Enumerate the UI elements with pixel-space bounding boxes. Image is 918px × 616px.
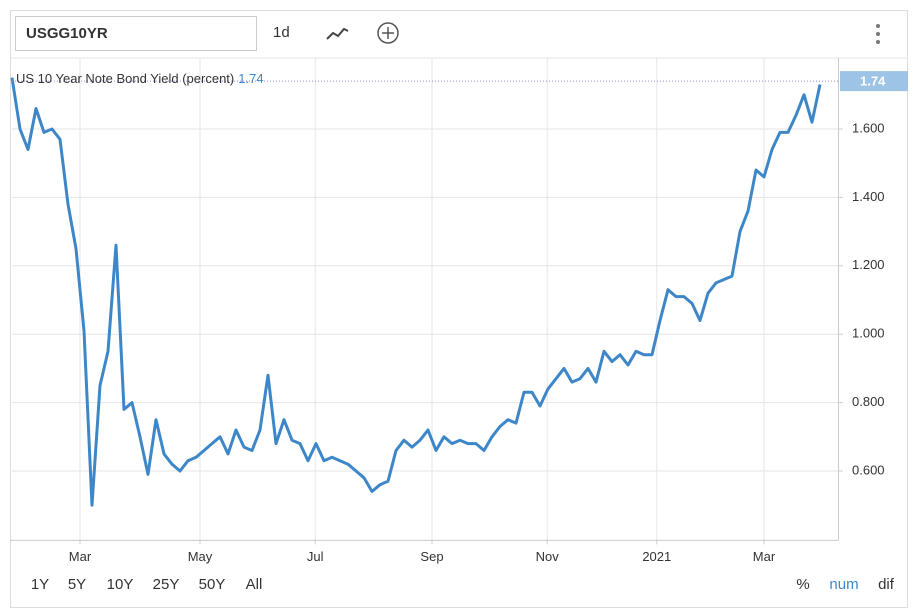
range-button[interactable]: 10Y (107, 576, 134, 593)
interval-button[interactable]: 1d (273, 24, 290, 41)
symbol-input[interactable] (15, 16, 257, 51)
range-bar: 1Y 5Y 10Y 25Y 50Y All% num dif (31, 576, 895, 593)
legend: US 10 Year Note Bond Yield (percent) 1.74 (16, 71, 264, 86)
plot: Mar May Jul Sep Nov 2021 Mar 0.600 0.800 1.000 1.2… (10, 58, 908, 564)
range-button[interactable]: All (246, 576, 263, 593)
mode-button[interactable]: dif (878, 576, 895, 593)
widget-frame (10, 10, 908, 608)
y-tick-label: 0.600 (852, 462, 885, 477)
mode-button[interactable]: % (796, 576, 809, 593)
x-tick-label: Mar (753, 549, 776, 564)
range-button[interactable]: 25Y (153, 576, 180, 593)
x-tick-label: Jul (307, 549, 324, 564)
mode-button[interactable]: num (829, 576, 858, 593)
y-tick-label: 0.800 (852, 394, 885, 409)
last-value-label: 1.74 (860, 74, 886, 89)
x-tick-label: Nov (536, 549, 560, 564)
menu-icon[interactable] (876, 24, 880, 44)
legend-value: 1.74 (238, 71, 263, 86)
range-button[interactable]: 50Y (199, 576, 226, 593)
legend-name: US 10 Year Note Bond Yield (percent) (16, 71, 234, 86)
compare-icon[interactable] (377, 22, 399, 44)
range-button[interactable]: 1Y (31, 576, 49, 593)
y-tick-label: 1.600 (852, 120, 885, 135)
x-tick-label: Mar (69, 549, 92, 564)
series-line (10, 77, 822, 507)
x-tick-label: 2021 (642, 549, 671, 564)
y-tick-label: 1.000 (852, 326, 885, 341)
range-button[interactable]: 5Y (68, 576, 86, 593)
symbol-text: USGG10YR (26, 25, 108, 42)
y-tick-label: 1.200 (852, 257, 885, 272)
chart-type-icon[interactable] (326, 27, 349, 40)
x-tick-label: Sep (420, 549, 443, 564)
x-tick-label: May (188, 549, 213, 564)
last-value-badge (840, 71, 908, 92)
compare-plus (382, 27, 394, 39)
y-tick-label: 1.400 (852, 189, 885, 204)
